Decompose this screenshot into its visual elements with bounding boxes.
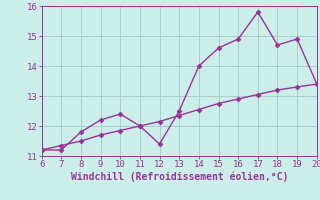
X-axis label: Windchill (Refroidissement éolien,°C): Windchill (Refroidissement éolien,°C) — [70, 172, 288, 182]
